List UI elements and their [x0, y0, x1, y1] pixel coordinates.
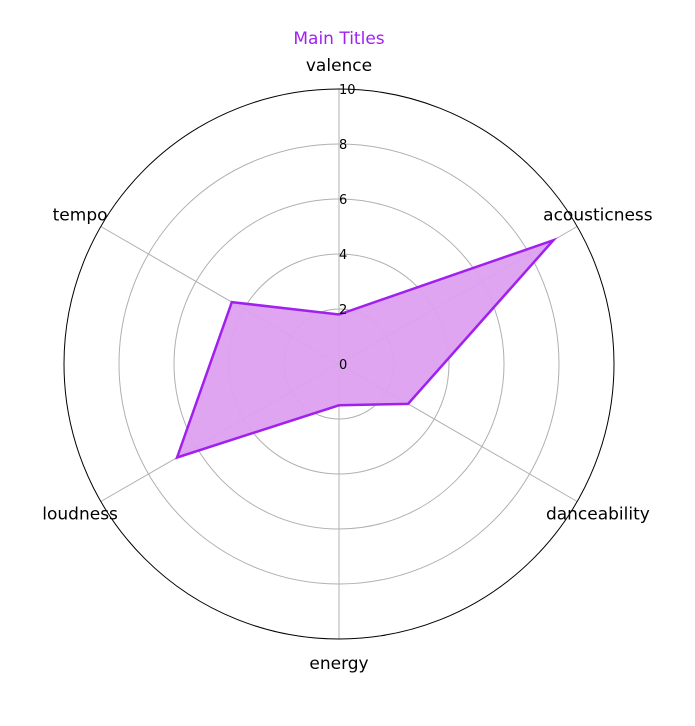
tick-layer: 0 2 4 6 8 10 — [339, 83, 356, 373]
r-tick-label-3: 6 — [339, 193, 347, 208]
r-tick-label-5: 10 — [339, 83, 356, 98]
r-tick-label-0: 0 — [339, 358, 347, 373]
chart-title: Main Titles — [293, 29, 384, 49]
series-layer — [175, 237, 558, 460]
axis-label-acousticness: acousticness — [543, 206, 653, 226]
r-tick-label-4: 8 — [339, 138, 347, 153]
axis-label-danceability: danceability — [546, 505, 650, 525]
series-area-0 — [177, 240, 554, 458]
series-line-0 — [175, 237, 558, 460]
axis-label-valence: valence — [306, 56, 372, 76]
r-tick-label-1: 2 — [339, 303, 347, 318]
r-tick-label-2: 4 — [339, 248, 347, 263]
outer-frame — [63, 88, 615, 640]
axis-label-energy: energy — [309, 654, 368, 674]
axis-label-loudness: loudness — [42, 505, 118, 525]
axis-label-tempo: tempo — [53, 206, 108, 226]
label-layer: valence acousticness danceability energy lou… — [42, 56, 653, 674]
